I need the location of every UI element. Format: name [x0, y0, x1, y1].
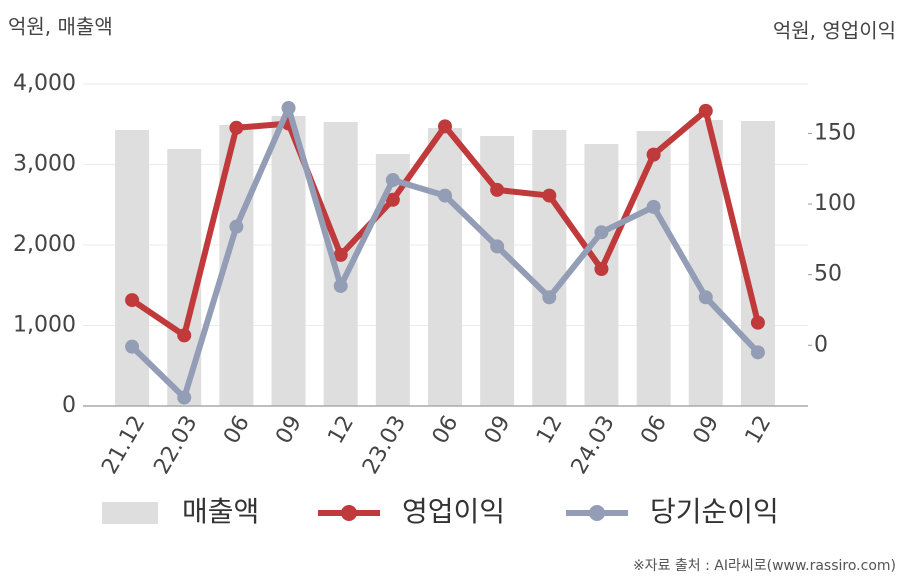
bar: [636, 131, 671, 406]
point: [698, 103, 713, 118]
point: [333, 247, 348, 262]
point: [438, 119, 452, 134]
x-tick-label: 06: [219, 412, 255, 449]
x-tick-label: 12: [741, 412, 777, 449]
point: [646, 147, 661, 162]
point: [542, 290, 557, 305]
legend-label: 영업이익: [402, 495, 505, 528]
legend-swatch: [589, 505, 605, 521]
point: [333, 278, 348, 293]
point: [281, 101, 296, 116]
bar: [428, 128, 462, 406]
y2-tick-label: 100: [814, 191, 856, 216]
x-tick-label: 24.03: [567, 412, 620, 479]
point: [750, 315, 765, 330]
bar: [532, 129, 567, 406]
x-tick-label: 12: [532, 412, 568, 449]
y2-tick-label: 0: [814, 332, 828, 357]
point: [490, 239, 505, 254]
x-tick-label: 06: [636, 412, 672, 449]
bar: [480, 136, 515, 407]
point: [125, 293, 140, 308]
point: [542, 188, 557, 203]
legend-swatch: [341, 505, 357, 521]
point: [177, 328, 192, 343]
point: [698, 290, 713, 305]
legend-swatch: [102, 502, 158, 524]
y2-tick-label: 150: [814, 120, 856, 145]
point: [594, 225, 609, 240]
y2-axis-label: 억원, 영업이익: [773, 19, 896, 43]
point: [490, 182, 505, 197]
x-tick-label: 12: [323, 412, 359, 449]
x-tick-label: 23.03: [358, 412, 411, 479]
point: [750, 345, 765, 360]
point: [646, 199, 661, 214]
x-tick-label: 21.12: [97, 412, 150, 479]
y2-tick-label: 50: [814, 262, 842, 287]
point: [438, 188, 452, 203]
y-tick-label: 4,000: [13, 71, 76, 96]
y-tick-label: 1,000: [13, 313, 76, 338]
x-tick-label: 09: [689, 412, 725, 449]
point: [177, 390, 192, 405]
point: [385, 173, 400, 188]
x-tick-label: 22.03: [149, 412, 202, 479]
point: [229, 120, 244, 135]
legend-label: 매출액: [182, 495, 259, 528]
source-note: ※자료 출처 : AI라씨로(www.rassiro.com): [633, 558, 896, 574]
point: [125, 339, 140, 354]
x-tick-label: 09: [271, 412, 307, 449]
y-tick-label: 0: [62, 393, 76, 418]
y-tick-label: 3,000: [13, 152, 76, 177]
point: [229, 219, 244, 234]
legend-label: 당기순이익: [650, 495, 779, 528]
point: [594, 262, 609, 277]
bar: [115, 129, 150, 406]
x-tick-label: 06: [428, 412, 464, 449]
y-tick-label: 2,000: [13, 232, 76, 257]
bar: [375, 154, 410, 406]
y-axis-label: 억원, 매출액: [8, 15, 113, 39]
x-tick-label: 09: [480, 411, 516, 448]
bar: [271, 116, 306, 406]
point: [385, 192, 400, 207]
